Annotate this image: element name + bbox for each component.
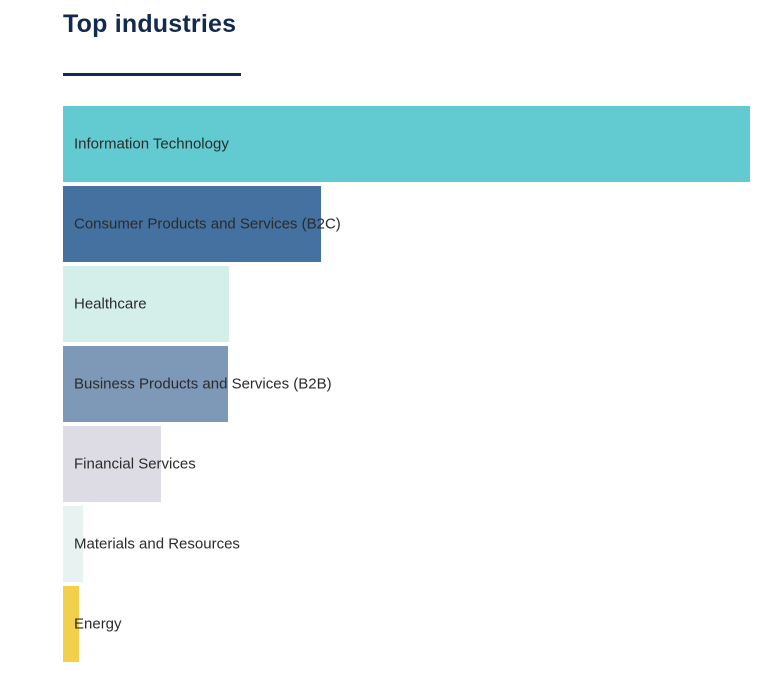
bar-materials-and-resources[interactable] — [63, 506, 83, 582]
bar-row-information-technology: Information Technology — [63, 106, 750, 182]
bar-label-materials-and-resources: Materials and Resources — [74, 535, 240, 553]
bar-row-healthcare: Healthcare — [63, 266, 750, 342]
bar-label-healthcare: Healthcare — [74, 295, 147, 313]
bar-row-business-products-and-services-b2b: Business Products and Services (B2B) — [63, 346, 750, 422]
bar-energy[interactable] — [63, 586, 79, 662]
bar-row-energy: Energy — [63, 586, 750, 662]
bar-row-consumer-products-and-services-b2c: Consumer Products and Services (B2C) — [63, 186, 750, 262]
bar-financial-services[interactable] — [63, 426, 162, 502]
bar-information-technology[interactable] — [63, 106, 750, 182]
bar-consumer-products-and-services-b2c[interactable] — [63, 186, 322, 262]
bar-label-information-technology: Information Technology — [74, 135, 229, 153]
bar-healthcare[interactable] — [63, 266, 230, 342]
report-page: Top industries Information Technology Con… — [63, 10, 750, 662]
bar-label-energy: Energy — [74, 615, 122, 633]
bar-label-financial-services: Financial Services — [74, 455, 196, 473]
bar-label-consumer-products-and-services-b2c: Consumer Products and Services (B2C) — [74, 215, 341, 233]
bar-row-financial-services: Financial Services — [63, 426, 750, 502]
page-title: Top industries — [63, 10, 237, 38]
top-industries-bar-chart: Information Technology Consumer Products … — [63, 106, 750, 662]
bar-label-business-products-and-services-b2b: Business Products and Services (B2B) — [74, 375, 332, 393]
bar-business-products-and-services-b2b[interactable] — [63, 346, 228, 422]
bar-row-materials-and-resources: Materials and Resources — [63, 506, 750, 582]
title-underline — [63, 73, 241, 76]
